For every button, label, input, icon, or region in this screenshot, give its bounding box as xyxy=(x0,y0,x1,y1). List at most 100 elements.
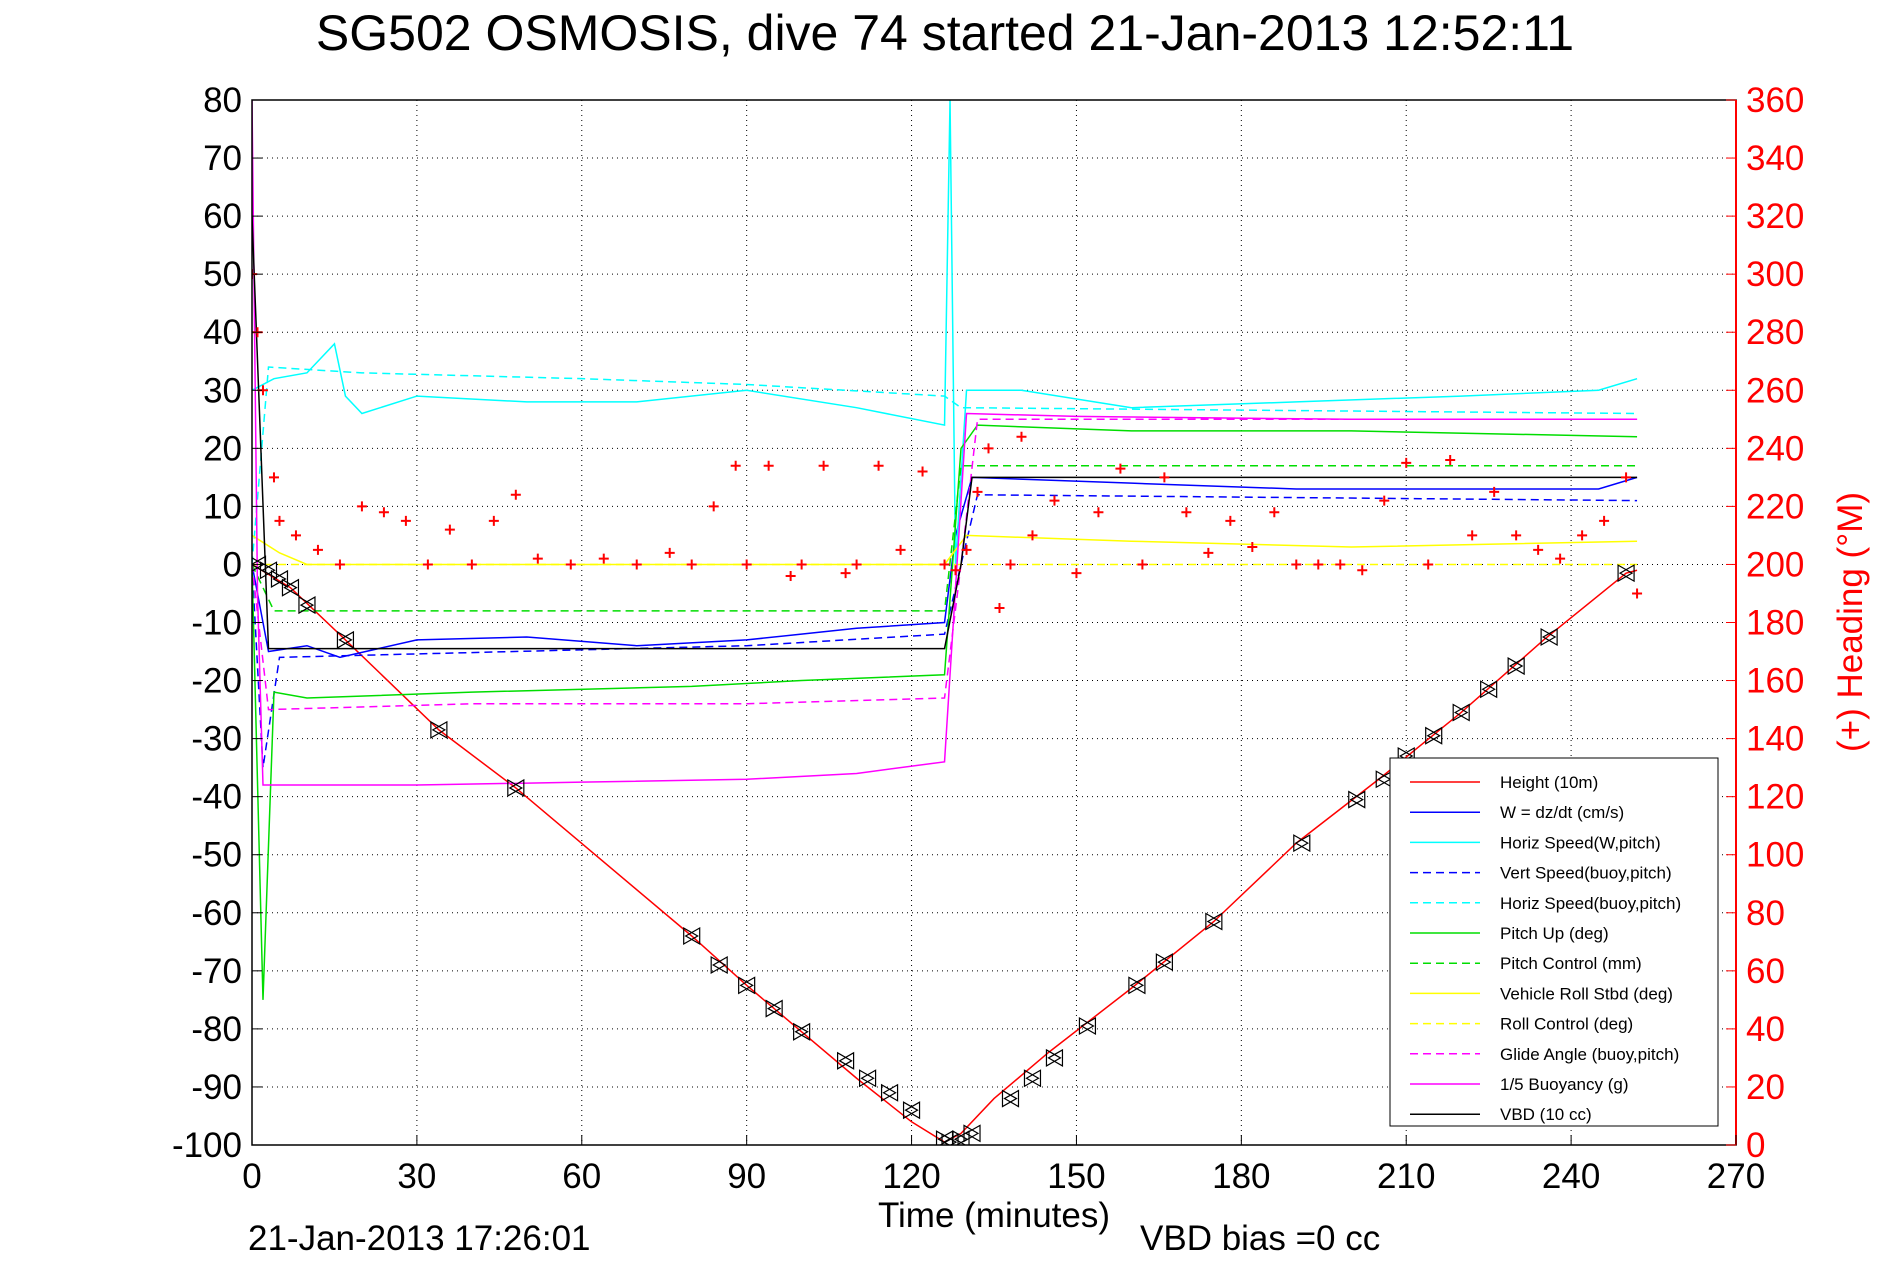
depth-marker xyxy=(1375,770,1392,789)
heading-point xyxy=(1071,568,1082,579)
depth-marker xyxy=(1128,976,1145,995)
x-tick-label: 210 xyxy=(1377,1157,1435,1196)
right-tick-label: 360 xyxy=(1746,81,1804,120)
right-tick-label: 180 xyxy=(1746,604,1804,643)
heading-point xyxy=(422,559,433,570)
depth-marker xyxy=(1541,627,1558,647)
legend-entry: Height (10m) xyxy=(1500,773,1598,792)
series-line xyxy=(252,424,1638,1000)
heading-point xyxy=(664,547,675,558)
heading-point xyxy=(1577,530,1588,541)
y-tick-label: 10 xyxy=(203,487,242,526)
heading-point xyxy=(565,559,576,570)
heading-point xyxy=(917,466,928,477)
heading-point xyxy=(1599,515,1610,526)
depth-marker xyxy=(1047,1048,1064,1067)
right-tick-label: 80 xyxy=(1746,894,1785,933)
legend-entry: VBD (10 cc) xyxy=(1500,1105,1592,1124)
right-tick-label: 120 xyxy=(1746,778,1804,817)
heading-point xyxy=(1203,547,1214,558)
heading-point xyxy=(1027,530,1038,541)
footer-date: 21-Jan-2013 17:26:01 xyxy=(248,1219,591,1258)
heading-point xyxy=(939,559,950,570)
depth-marker xyxy=(942,1133,959,1145)
heading-point xyxy=(1016,431,1027,442)
series-line xyxy=(252,100,1638,786)
series-group xyxy=(252,100,1643,1145)
depth-marker xyxy=(299,596,316,615)
heading-point xyxy=(785,571,796,582)
heading-point xyxy=(1621,472,1632,483)
depth-marker xyxy=(952,1130,969,1145)
depth-marker xyxy=(739,976,756,995)
series-line xyxy=(252,494,1638,768)
right-tick-label: 160 xyxy=(1746,662,1804,701)
depth-marker xyxy=(1540,627,1557,647)
heading-point xyxy=(1533,544,1544,555)
heading-point xyxy=(1632,588,1643,599)
y-tick-label: 40 xyxy=(203,313,242,352)
heading-point xyxy=(763,460,774,471)
depth-marker xyxy=(1205,912,1222,931)
depth-marker xyxy=(1129,976,1146,995)
heading-point xyxy=(1247,542,1258,553)
right-tick-label: 300 xyxy=(1746,255,1804,294)
x-tick-label: 120 xyxy=(882,1157,940,1196)
heading-point xyxy=(1049,495,1060,506)
x-tick-label: 240 xyxy=(1542,1157,1600,1196)
depth-marker xyxy=(838,1051,855,1070)
depth-marker xyxy=(1348,790,1364,809)
series-line xyxy=(252,366,1638,565)
y-tick-label: 60 xyxy=(203,197,242,236)
x-tick-label: 90 xyxy=(727,1157,766,1196)
y-tick-label: -50 xyxy=(191,836,242,875)
legend-box xyxy=(1389,757,1719,1127)
plot-area xyxy=(252,100,1643,1145)
y-tick-label: -10 xyxy=(191,604,242,643)
depth-marker xyxy=(1618,564,1635,583)
heading-point xyxy=(1335,559,1346,570)
heading-point xyxy=(961,544,972,555)
depth-marker xyxy=(259,561,276,580)
y-tick-label: 50 xyxy=(203,255,242,294)
depth-marker xyxy=(283,578,300,597)
heading-point xyxy=(312,544,323,555)
heading-point xyxy=(466,559,477,570)
heading-point xyxy=(686,559,697,570)
heading-point xyxy=(532,553,543,564)
heading-point xyxy=(895,544,906,555)
heading-point xyxy=(1423,559,1434,570)
y-tick-label: -40 xyxy=(191,778,242,817)
x-tick-label: 150 xyxy=(1047,1157,1105,1196)
heading-point xyxy=(1005,559,1016,570)
depth-marker xyxy=(880,1083,897,1102)
right-tick-label: 60 xyxy=(1746,952,1785,991)
heading-point xyxy=(1511,530,1522,541)
depth-marker xyxy=(508,778,525,797)
heading-point xyxy=(1291,559,1302,570)
chart-title: SG502 OSMOSIS, dive 74 started 21-Jan-20… xyxy=(316,5,1574,61)
x-tick-label: 30 xyxy=(397,1157,436,1196)
heading-point xyxy=(1379,495,1390,506)
heading-point xyxy=(1181,507,1192,518)
depth-marker xyxy=(1003,1089,1020,1108)
heading-point xyxy=(510,489,521,500)
heading-point xyxy=(378,507,389,518)
series-line xyxy=(252,100,1638,565)
heading-point xyxy=(1357,565,1368,576)
depth-marker xyxy=(882,1083,899,1102)
legend-entry: Roll Control (deg) xyxy=(1500,1015,1633,1034)
heading-point xyxy=(840,568,851,579)
series-line xyxy=(252,465,1638,612)
depth-marker xyxy=(1045,1048,1062,1067)
y-tick-label: -70 xyxy=(191,952,242,991)
depth-marker xyxy=(1349,790,1366,809)
depth-marker xyxy=(858,1069,875,1088)
heading-point xyxy=(290,530,301,541)
heading-point xyxy=(994,602,1005,613)
heading-point xyxy=(873,460,884,471)
depth-marker xyxy=(860,1069,877,1088)
right-tick-label: 220 xyxy=(1746,487,1804,526)
right-tick-label: 340 xyxy=(1746,139,1804,178)
footer-vbd-bias: VBD bias =0 cc xyxy=(1140,1219,1380,1258)
